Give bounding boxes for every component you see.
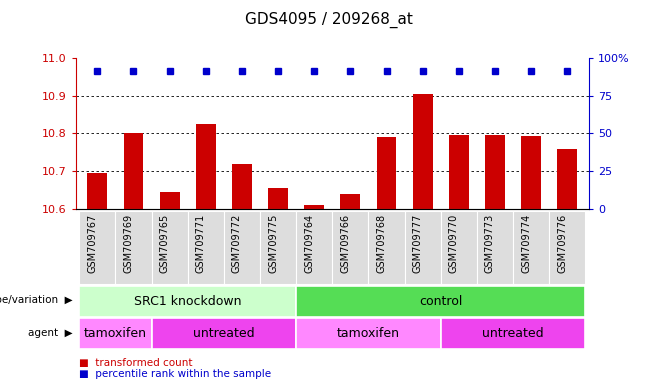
Text: GSM709768: GSM709768 [376, 214, 386, 273]
Text: GSM709770: GSM709770 [449, 214, 459, 273]
Bar [188, 211, 224, 284]
Text: GSM709775: GSM709775 [268, 214, 278, 273]
Text: GSM709766: GSM709766 [340, 214, 350, 273]
Bar [340, 194, 361, 209]
Bar [304, 205, 324, 209]
Bar [260, 211, 296, 284]
Text: GSM709773: GSM709773 [485, 214, 495, 273]
Bar [79, 211, 115, 284]
Bar [151, 211, 188, 284]
Bar [521, 136, 541, 209]
Bar [151, 318, 296, 349]
Bar [224, 211, 260, 284]
Bar [196, 124, 216, 209]
Text: control: control [419, 295, 463, 308]
Bar [115, 211, 151, 284]
Text: tamoxifen: tamoxifen [84, 328, 147, 340]
Text: GSM709771: GSM709771 [196, 214, 206, 273]
Bar [332, 211, 368, 284]
Bar [368, 211, 405, 284]
Bar [549, 211, 586, 284]
Bar [79, 286, 296, 317]
Bar [413, 94, 432, 209]
Bar [441, 211, 477, 284]
Text: GSM709776: GSM709776 [557, 214, 567, 273]
Bar [268, 189, 288, 209]
Text: GSM709772: GSM709772 [232, 214, 242, 273]
Text: GSM709769: GSM709769 [124, 214, 134, 273]
Text: ■  percentile rank within the sample: ■ percentile rank within the sample [79, 369, 271, 379]
Text: genotype/variation  ▶: genotype/variation ▶ [0, 295, 72, 306]
Bar [449, 135, 468, 209]
Bar [405, 211, 441, 284]
Bar [232, 164, 252, 209]
Text: untreated: untreated [482, 328, 544, 340]
Bar [88, 173, 107, 209]
Bar [160, 192, 180, 209]
Text: SRC1 knockdown: SRC1 knockdown [134, 295, 241, 308]
Bar [376, 137, 396, 209]
Bar [79, 318, 151, 349]
Bar [441, 318, 586, 349]
Bar [296, 318, 441, 349]
Text: tamoxifen: tamoxifen [337, 328, 400, 340]
Text: GSM709774: GSM709774 [521, 214, 531, 273]
Text: GSM709764: GSM709764 [304, 214, 315, 273]
Bar [296, 211, 332, 284]
Text: GSM709777: GSM709777 [413, 214, 422, 273]
Bar [557, 149, 577, 209]
Bar [485, 135, 505, 209]
Text: ■  transformed count: ■ transformed count [79, 358, 192, 368]
Text: GSM709765: GSM709765 [160, 214, 170, 273]
Text: GSM709767: GSM709767 [88, 214, 97, 273]
Bar [477, 211, 513, 284]
Text: GDS4095 / 209268_at: GDS4095 / 209268_at [245, 12, 413, 28]
Bar [513, 211, 549, 284]
Text: agent  ▶: agent ▶ [28, 328, 72, 338]
Bar [296, 286, 586, 317]
Text: untreated: untreated [193, 328, 255, 340]
Bar [124, 133, 143, 209]
